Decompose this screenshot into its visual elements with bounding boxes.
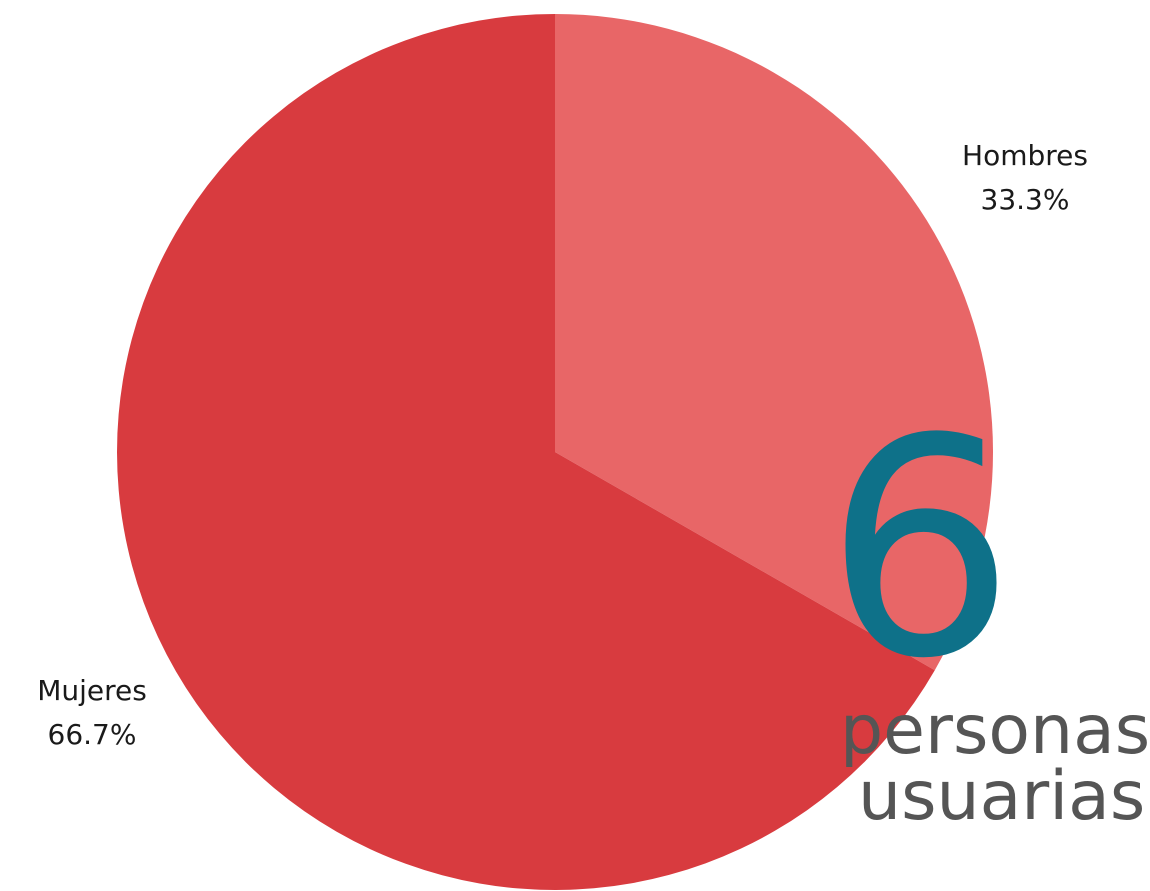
slice-percent-hombres: 33.3% xyxy=(981,183,1070,216)
total-users-caption: personas usuarias xyxy=(840,691,1150,836)
slice-label-hombres: Hombres xyxy=(962,139,1088,172)
pie-slice-hombres xyxy=(555,14,994,671)
pie-labels: Hombres 33.3% Mujeres 66.7% xyxy=(37,139,1088,751)
slice-percent-mujeres: 66.7% xyxy=(48,718,137,751)
pie-slice-mujeres xyxy=(117,13,935,890)
caption-line-2: usuarias xyxy=(858,757,1146,836)
pie-slices xyxy=(117,13,994,890)
slice-label-mujeres: Mujeres xyxy=(37,674,147,707)
caption-line-1: personas xyxy=(840,691,1150,770)
total-users-number: 6 xyxy=(824,375,1016,724)
